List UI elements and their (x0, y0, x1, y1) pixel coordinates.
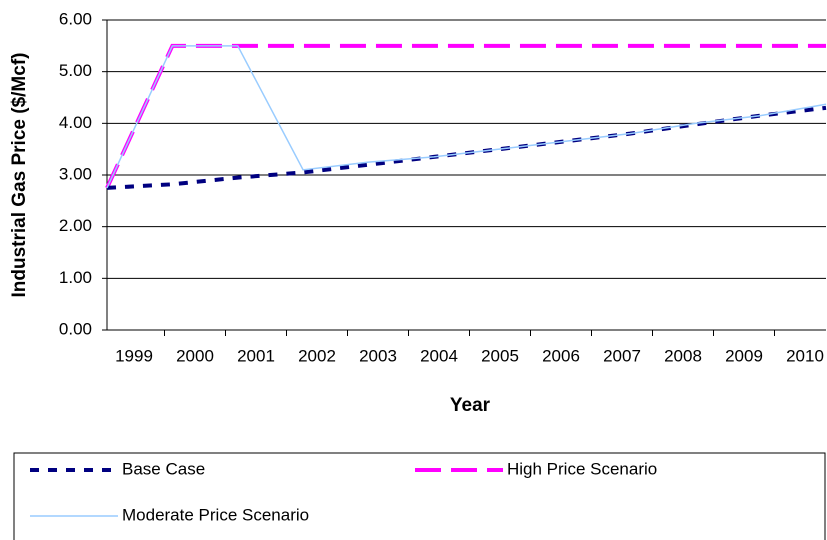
series-line (105, 43, 826, 189)
legend-label: Base Case (122, 459, 205, 478)
x-tick-label: 1999 (115, 346, 153, 365)
x-tick-label: 2009 (725, 346, 763, 365)
series-line (106, 105, 827, 190)
legend-box (13, 452, 826, 540)
x-tick-label: 2007 (603, 346, 641, 365)
y-tick-label: 2.00 (59, 216, 92, 235)
x-tick-label: 2005 (481, 346, 519, 365)
legend-label: Moderate Price Scenario (122, 505, 309, 524)
x-tick-label: 2004 (420, 346, 458, 365)
x-tick-label: 2002 (298, 346, 336, 365)
x-tick-label: 2000 (176, 346, 214, 365)
x-tick-label: 2003 (359, 346, 397, 365)
x-tick-label: 2001 (237, 346, 275, 365)
y-tick-label: 4.00 (59, 113, 92, 132)
y-tick-label: 6.00 (59, 9, 92, 28)
x-tick-label: 2006 (542, 346, 580, 365)
y-tick-label: 5.00 (59, 61, 92, 80)
series-line (106, 45, 827, 189)
legend-label: High Price Scenario (507, 459, 657, 478)
x-tick-label: 2010 (786, 346, 824, 365)
y-tick-label: 0.00 (59, 319, 92, 338)
y-axis-title: Industrial Gas Price ($/Mcf) (9, 53, 30, 298)
y-tick-label: 1.00 (59, 268, 92, 287)
y-tick-label: 3.00 (59, 164, 92, 183)
x-tick-label: 2008 (664, 346, 702, 365)
x-axis-title: Year (450, 395, 491, 416)
